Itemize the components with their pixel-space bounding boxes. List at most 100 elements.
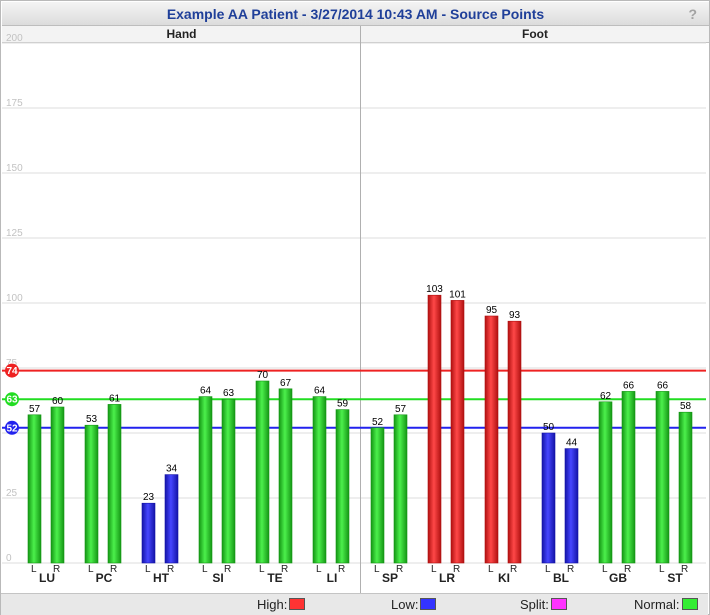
bar-chart: 025507510012515017520074635257L60RLU53L6…	[2, 26, 706, 593]
value-label-BL-R: 44	[566, 438, 578, 449]
value-label-LU-R: 60	[52, 396, 64, 407]
value-label-GB-R: 66	[623, 380, 635, 391]
bar-SI-R	[221, 398, 236, 564]
value-label-TE-L: 70	[257, 370, 269, 381]
legend: High: Low: Split: Normal:	[1, 593, 708, 615]
side-label-PC-R: R	[110, 564, 117, 575]
meridian-label-SI: SI	[212, 571, 223, 585]
legend-low: Low:	[391, 597, 437, 612]
y-tick-label-150: 150	[6, 163, 23, 174]
legend-split: Split:	[520, 597, 567, 612]
value-label-SI-L: 64	[200, 386, 212, 397]
legend-low-label: Low:	[391, 597, 419, 612]
value-label-SP-R: 57	[395, 404, 407, 415]
bar-SI-L	[198, 396, 213, 564]
chart-title: Example AA Patient - 3/27/2014 10:43 AM …	[166, 6, 545, 22]
meridian-label-BL: BL	[553, 571, 569, 585]
bar-SP-R	[393, 414, 408, 564]
bar-GB-R	[621, 391, 636, 564]
side-label-ST-R: R	[681, 564, 688, 575]
section-hand-label: Hand	[166, 27, 197, 41]
y-tick-label-100: 100	[6, 293, 23, 304]
section-foot-label: Foot	[522, 27, 548, 41]
value-label-PC-R: 61	[109, 393, 121, 404]
value-label-LI-R: 59	[337, 399, 349, 410]
bar-HT-R	[164, 474, 179, 564]
side-label-ST-L: L	[659, 564, 665, 575]
side-label-GB-R: R	[624, 564, 631, 575]
bar-ST-L	[655, 391, 670, 564]
legend-high-swatch	[289, 598, 306, 610]
reference-marker-63	[5, 392, 19, 407]
reference-value-63: 63	[6, 395, 18, 406]
side-label-LU-L: L	[31, 564, 37, 575]
legend-split-swatch	[550, 598, 567, 610]
bar-HT-L	[141, 502, 156, 564]
legend-normal-swatch	[681, 598, 698, 610]
side-label-BL-R: R	[567, 564, 574, 575]
y-tick-label-25: 25	[6, 488, 18, 499]
bar-LI-L	[312, 396, 327, 564]
value-label-PC-L: 53	[86, 414, 98, 425]
side-label-LR-L: L	[431, 564, 437, 575]
side-label-SI-L: L	[202, 564, 208, 575]
bar-LR-R	[450, 300, 465, 564]
reference-marker-74	[5, 363, 19, 378]
side-label-LI-R: R	[338, 564, 345, 575]
side-label-LI-L: L	[316, 564, 322, 575]
bar-PC-L	[84, 424, 99, 564]
bar-LI-R	[335, 409, 350, 564]
reference-marker-52	[5, 420, 19, 435]
bar-LR-L	[427, 294, 442, 564]
value-label-SI-R: 63	[223, 388, 235, 399]
value-label-LR-R: 101	[449, 289, 466, 300]
value-label-SP-L: 52	[372, 417, 384, 428]
side-label-SI-R: R	[224, 564, 231, 575]
help-icon[interactable]: ?	[688, 6, 697, 22]
legend-normal-label: Normal:	[634, 597, 680, 612]
meridian-label-SP: SP	[382, 571, 398, 585]
value-label-KI-R: 93	[509, 310, 521, 321]
bar-LU-L	[27, 414, 42, 564]
meridian-label-KI: KI	[498, 571, 510, 585]
meridian-label-ST: ST	[667, 571, 683, 585]
side-label-LU-R: R	[53, 564, 60, 575]
y-tick-label-200: 200	[6, 33, 23, 44]
side-label-LR-R: R	[453, 564, 460, 575]
bar-BL-R	[564, 448, 579, 564]
value-label-GB-L: 62	[600, 391, 612, 402]
value-label-LR-L: 103	[426, 284, 443, 295]
bar-GB-L	[598, 401, 613, 564]
value-label-LI-L: 64	[314, 386, 326, 397]
meridian-label-TE: TE	[267, 571, 282, 585]
side-label-BL-L: L	[545, 564, 551, 575]
meridian-label-GB: GB	[609, 571, 627, 585]
meridian-label-LI: LI	[327, 571, 338, 585]
side-label-KI-R: R	[510, 564, 517, 575]
bar-KI-R	[507, 320, 522, 564]
y-tick-label-175: 175	[6, 98, 23, 109]
side-label-SP-R: R	[396, 564, 403, 575]
bar-TE-L	[255, 380, 270, 564]
y-tick-label-0: 0	[6, 553, 12, 564]
value-label-ST-R: 58	[680, 401, 692, 412]
legend-low-swatch	[420, 598, 437, 610]
legend-high-label: High:	[257, 597, 288, 612]
value-label-TE-R: 67	[280, 378, 292, 389]
value-label-KI-L: 95	[486, 305, 498, 316]
side-label-HT-L: L	[145, 564, 151, 575]
bar-PC-R	[107, 404, 122, 564]
bar-ST-R	[678, 411, 693, 564]
side-label-HT-R: R	[167, 564, 174, 575]
meridian-label-LU: LU	[39, 571, 55, 585]
bar-TE-R	[278, 388, 293, 564]
meridian-label-HT: HT	[153, 571, 170, 585]
legend-split-label: Split:	[520, 597, 549, 612]
side-label-SP-L: L	[374, 564, 380, 575]
side-label-KI-L: L	[488, 564, 494, 575]
meridian-label-LR: LR	[439, 571, 455, 585]
bar-KI-L	[484, 315, 499, 564]
bar-LU-R	[50, 406, 65, 564]
bar-BL-L	[541, 432, 556, 564]
value-label-BL-L: 50	[543, 422, 555, 433]
